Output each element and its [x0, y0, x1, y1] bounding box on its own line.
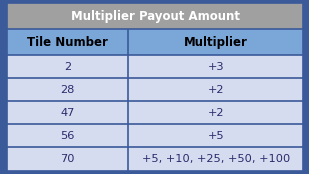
Text: +3: +3 — [208, 62, 224, 72]
Text: 47: 47 — [60, 108, 75, 118]
Bar — [128, 29, 303, 55]
Text: Tile Number: Tile Number — [27, 36, 108, 49]
Text: 56: 56 — [60, 131, 75, 141]
Text: +2: +2 — [208, 85, 224, 95]
Text: +2: +2 — [208, 108, 224, 118]
Text: +5, +10, +25, +50, +100: +5, +10, +25, +50, +100 — [142, 154, 290, 164]
Bar — [7, 124, 128, 148]
Text: Multiplier Payout Amount: Multiplier Payout Amount — [71, 10, 239, 23]
Bar — [128, 101, 303, 124]
Text: 28: 28 — [60, 85, 75, 95]
Bar — [7, 148, 128, 171]
Text: +5: +5 — [208, 131, 224, 141]
Bar — [7, 29, 128, 55]
Bar — [7, 55, 128, 78]
Bar — [7, 78, 128, 101]
Bar — [7, 101, 128, 124]
Bar — [128, 148, 303, 171]
Text: Multiplier: Multiplier — [184, 36, 248, 49]
Bar — [128, 78, 303, 101]
Bar — [7, 3, 303, 29]
Bar — [128, 124, 303, 148]
Text: 2: 2 — [64, 62, 71, 72]
Bar — [128, 55, 303, 78]
Text: 70: 70 — [60, 154, 75, 164]
